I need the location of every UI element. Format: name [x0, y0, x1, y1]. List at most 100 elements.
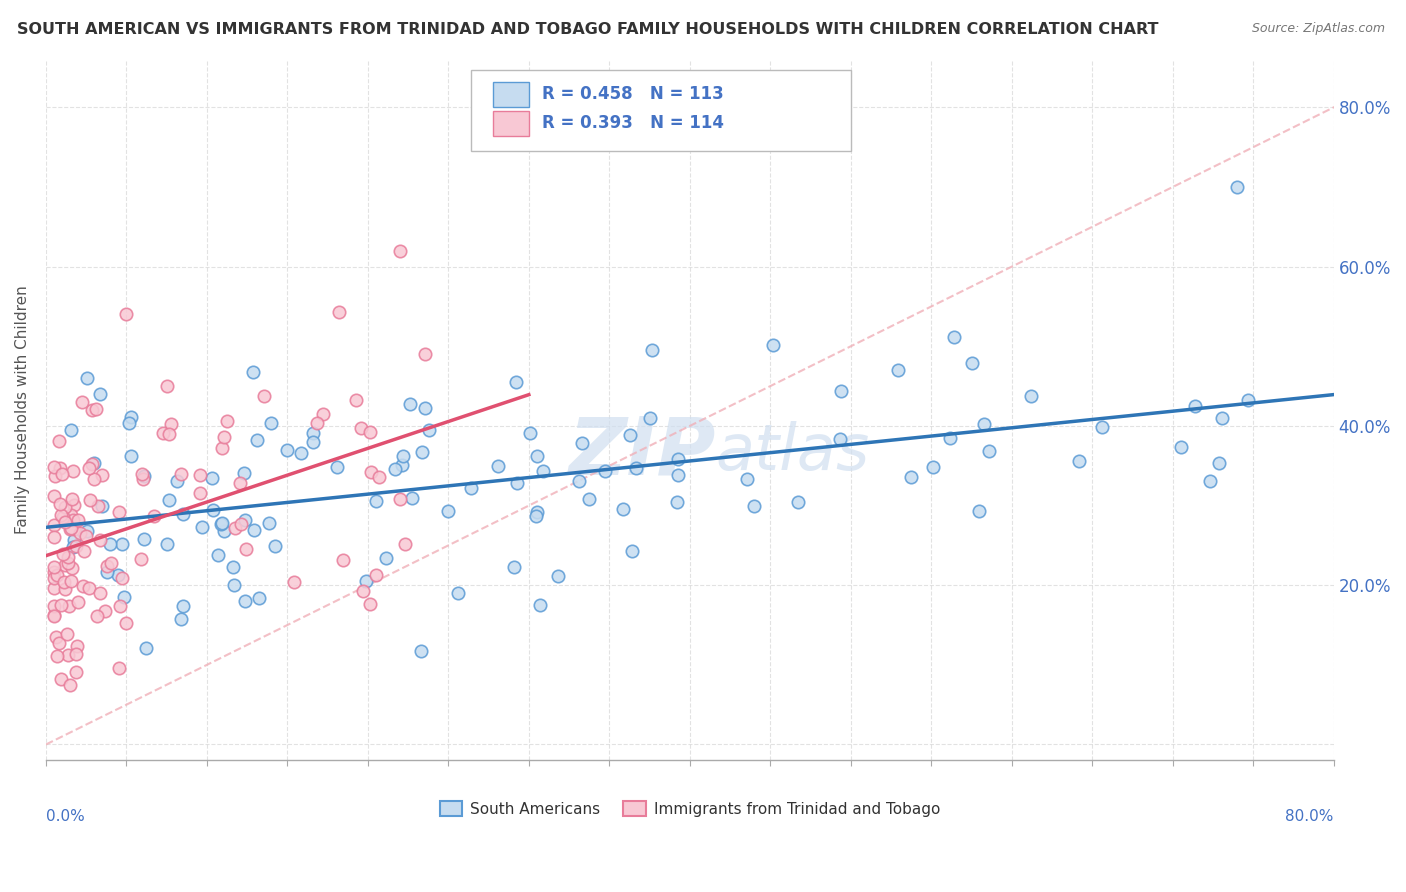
Text: ZIP: ZIP: [568, 413, 716, 491]
Point: [59, 522, 82, 536]
Point: [53, 558, 76, 572]
Point: [531, 464, 554, 478]
Point: [939, 431, 962, 445]
Point: [42, 607, 65, 622]
Point: [389, 244, 412, 258]
Point: [56, 627, 79, 641]
Point: [786, 495, 808, 509]
Point: [447, 585, 470, 599]
Point: [107, 567, 129, 582]
Point: [100, 557, 122, 571]
Point: [398, 397, 420, 411]
Point: [233, 594, 256, 608]
Point: [170, 467, 193, 482]
Point: [66, 594, 89, 608]
Point: [129, 551, 152, 566]
Point: [83, 456, 105, 470]
Point: [96, 558, 118, 573]
Point: [108, 505, 131, 519]
Point: [375, 550, 398, 565]
Point: [49, 497, 72, 511]
Point: [332, 553, 354, 567]
Point: [112, 590, 135, 604]
Point: [1069, 454, 1091, 468]
Point: [63, 522, 86, 536]
Point: [260, 417, 283, 431]
Point: [108, 599, 131, 613]
Point: [486, 458, 509, 473]
Point: [80, 402, 103, 417]
Text: 0.0%: 0.0%: [46, 809, 84, 824]
Point: [1019, 389, 1042, 403]
Point: [360, 465, 382, 479]
Point: [65, 539, 87, 553]
Point: [962, 356, 984, 370]
Point: [264, 539, 287, 553]
Point: [58, 648, 80, 662]
Point: [59, 423, 82, 437]
Point: [72, 543, 94, 558]
Point: [368, 470, 391, 484]
Point: [52, 509, 75, 524]
Point: [209, 517, 232, 532]
Point: [283, 574, 305, 589]
Point: [359, 597, 381, 611]
Point: [302, 435, 325, 450]
Point: [42, 517, 65, 532]
Point: [506, 476, 529, 491]
Point: [977, 444, 1000, 458]
Point: [568, 474, 591, 488]
Text: R = 0.393   N = 114: R = 0.393 N = 114: [541, 114, 724, 132]
Point: [312, 407, 335, 421]
Point: [42, 530, 65, 544]
Point: [547, 569, 569, 583]
Point: [56, 556, 79, 570]
Text: Source: ZipAtlas.com: Source: ZipAtlas.com: [1251, 22, 1385, 36]
Point: [45, 567, 67, 582]
Point: [53, 574, 76, 589]
Point: [503, 560, 526, 574]
Point: [887, 363, 910, 377]
Point: [217, 414, 239, 428]
Point: [328, 304, 350, 318]
Point: [222, 560, 245, 574]
Text: SOUTH AMERICAN VS IMMIGRANTS FROM TRINIDAD AND TOBAGO FAMILY HOUSEHOLDS WITH CHI: SOUTH AMERICAN VS IMMIGRANTS FROM TRINID…: [17, 22, 1159, 37]
Point: [59, 678, 82, 692]
Point: [65, 647, 87, 661]
Point: [62, 513, 84, 527]
Point: [56, 549, 79, 564]
Point: [211, 516, 233, 531]
Point: [229, 476, 252, 491]
Point: [42, 599, 65, 614]
Point: [201, 471, 224, 485]
Point: [1211, 411, 1233, 425]
Point: [366, 493, 388, 508]
Point: [108, 660, 131, 674]
Point: [72, 579, 94, 593]
Point: [115, 615, 138, 630]
Point: [166, 474, 188, 488]
Point: [737, 472, 759, 486]
Point: [460, 482, 482, 496]
Point: [211, 442, 233, 456]
Point: [98, 537, 121, 551]
Point: [612, 502, 634, 516]
Point: [352, 584, 374, 599]
Point: [134, 468, 156, 483]
Point: [350, 421, 373, 435]
Point: [922, 460, 945, 475]
Point: [418, 423, 440, 437]
Point: [90, 468, 112, 483]
Point: [619, 428, 641, 442]
Point: [170, 612, 193, 626]
Point: [132, 532, 155, 546]
Point: [243, 523, 266, 537]
Point: [578, 492, 600, 507]
Point: [505, 376, 527, 390]
Point: [526, 505, 548, 519]
Point: [188, 486, 211, 500]
Point: [762, 338, 785, 352]
Point: [973, 417, 995, 432]
Point: [49, 672, 72, 686]
Point: [247, 591, 270, 605]
